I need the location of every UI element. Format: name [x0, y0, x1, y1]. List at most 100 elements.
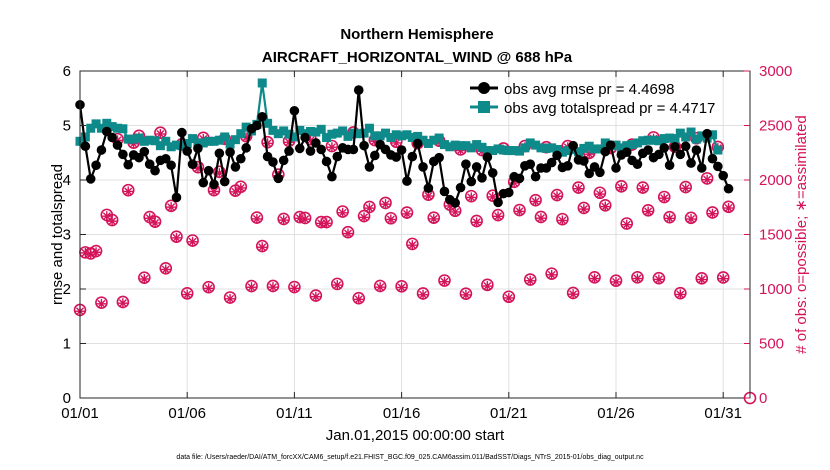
rmse-point — [450, 198, 461, 208]
rmse-point — [600, 146, 611, 157]
obs-assimilated-point — [546, 269, 557, 280]
rmse-point — [316, 144, 327, 155]
spread-point — [193, 138, 203, 148]
obs-assimilated-point — [680, 183, 691, 194]
obs-assimilated-point — [257, 242, 268, 253]
obs-assimilated-point — [91, 247, 102, 258]
spread-point — [557, 147, 567, 157]
obs-assimilated-point — [203, 283, 214, 294]
spread-point — [214, 135, 224, 145]
rmse-point — [605, 140, 616, 150]
obs-assimilated-point — [150, 217, 161, 228]
obs-assimilated-point — [300, 214, 311, 225]
legend-spread-marker — [478, 101, 490, 113]
obs-assimilated-point — [466, 192, 477, 203]
spread-point — [418, 135, 428, 145]
obs-assimilated-point — [225, 293, 236, 304]
rmse-point — [525, 159, 536, 169]
y-left-tick-label: 2 — [63, 281, 71, 298]
spread-point — [139, 136, 149, 146]
rmse-point — [702, 128, 712, 139]
obs-assimilated-point — [535, 213, 546, 224]
spread-point — [622, 141, 632, 151]
spread-point — [590, 144, 600, 154]
legend-spread-label: obs avg totalspread pr = 4.4717 — [504, 100, 715, 117]
spread-point — [386, 132, 396, 142]
rmse-point — [300, 132, 310, 143]
obs-assimilated-point — [160, 264, 171, 275]
spread-point — [466, 143, 476, 153]
rmse-point — [455, 182, 466, 193]
spread-point — [263, 118, 273, 128]
spread-point — [429, 135, 439, 145]
rmse-point — [252, 120, 262, 131]
spread-point — [493, 144, 503, 154]
obs-assimilated-point — [107, 216, 118, 227]
spread-point — [257, 78, 267, 88]
x-tick-label: 01/06 — [168, 405, 206, 422]
spread-point — [289, 132, 299, 142]
spread-point — [375, 131, 385, 141]
rmse-point — [284, 146, 294, 156]
rmse-point — [327, 171, 337, 182]
rmse-point — [236, 153, 246, 164]
spread-point — [525, 138, 535, 148]
rmse-point — [348, 144, 359, 155]
obs-assimilated-point — [530, 196, 541, 207]
y-right-tick-label: 1000 — [759, 281, 792, 298]
rmse-point — [273, 173, 284, 184]
rmse-point — [686, 158, 696, 168]
obs-assimilated-point — [375, 282, 386, 293]
chart-subtitle: AIRCRAFT_HORIZONTAL_WIND @ 688 hPa — [262, 49, 573, 66]
obs-assimilated-point — [321, 218, 332, 229]
spread-point — [600, 138, 610, 148]
rmse-point — [482, 152, 493, 162]
rmse-point — [91, 160, 101, 171]
spread-point — [230, 135, 240, 145]
rmse-point — [230, 162, 241, 172]
x-tick-label: 01/11 — [276, 405, 312, 422]
spread-point — [563, 146, 573, 156]
x-tick-label: 01/21 — [490, 405, 528, 422]
rmse-point — [107, 132, 117, 143]
rmse-point — [504, 187, 514, 198]
spread-point — [391, 130, 401, 140]
spread-point — [509, 146, 519, 156]
rmse-point — [391, 152, 402, 162]
chart-title: Northern Hemisphere — [340, 26, 493, 43]
obs-assimilated-point — [589, 273, 600, 284]
spread-point — [102, 118, 112, 128]
spread-point — [123, 134, 133, 144]
spread-point — [472, 140, 482, 150]
spread-point — [177, 141, 187, 151]
spread-point — [402, 130, 412, 140]
spread-point — [584, 141, 594, 151]
rmse-point — [160, 153, 171, 164]
rmse-point — [305, 146, 316, 156]
rmse-point — [257, 111, 268, 122]
rmse-point — [353, 85, 364, 95]
spread-point — [311, 127, 321, 137]
rmse-point — [423, 183, 434, 193]
y-right-tick-label: 500 — [759, 336, 784, 353]
obs-assimilated-point — [262, 138, 273, 149]
spread-point — [322, 132, 332, 142]
spread-point — [129, 134, 139, 144]
y-left-tick-label: 3 — [63, 227, 71, 244]
spread-point — [209, 136, 219, 146]
rmse-point — [568, 140, 578, 151]
rmse-point — [396, 145, 407, 155]
obs-assimilated-point — [418, 289, 429, 300]
spread-point — [573, 147, 583, 157]
spread-point — [611, 140, 621, 150]
rmse-point — [407, 151, 418, 162]
spread-point — [96, 123, 106, 133]
rmse-point — [139, 146, 150, 157]
spread-point — [225, 139, 235, 149]
obs-assimilated-point — [251, 213, 262, 224]
spread-point — [445, 142, 455, 152]
spread-point — [697, 131, 707, 141]
obs-assimilated-point — [632, 273, 643, 284]
spread-point — [413, 131, 423, 141]
obs-assimilated-point — [643, 206, 654, 217]
